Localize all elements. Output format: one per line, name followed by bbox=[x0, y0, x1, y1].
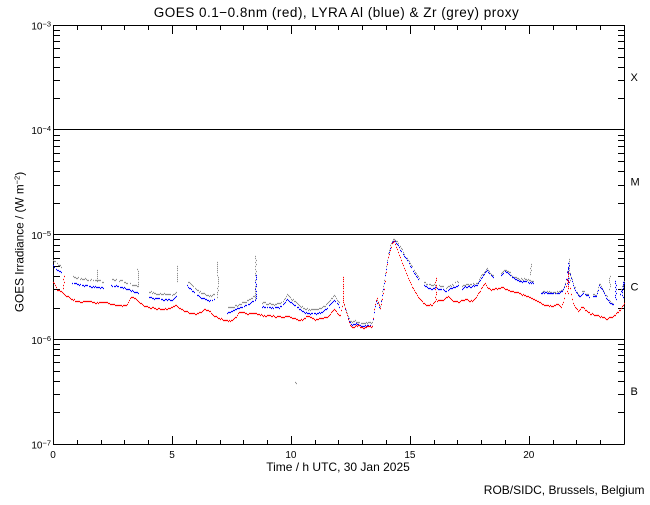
svg-text:M: M bbox=[631, 177, 640, 189]
svg-text:20: 20 bbox=[523, 450, 535, 461]
svg-text:ROB/SIDC, Brussels, Belgium: ROB/SIDC, Brussels, Belgium bbox=[484, 483, 645, 497]
svg-text:5: 5 bbox=[169, 450, 175, 461]
svg-text:GOES Irradiance / (W m−2): GOES Irradiance / (W m−2) bbox=[13, 172, 27, 312]
svg-text:C: C bbox=[631, 281, 639, 293]
svg-text:B: B bbox=[631, 386, 638, 398]
svg-text:Time / h UTC, 30 Jan 2025: Time / h UTC, 30 Jan 2025 bbox=[266, 460, 410, 474]
svg-text:10: 10 bbox=[285, 450, 297, 461]
svg-text:GOES 0.1−0.8nm (red), LYRA Al: GOES 0.1−0.8nm (red), LYRA Al (blue) & Z… bbox=[154, 5, 520, 20]
svg-text:15: 15 bbox=[404, 450, 416, 461]
svg-text:X: X bbox=[631, 72, 639, 84]
svg-text:0: 0 bbox=[50, 450, 56, 461]
